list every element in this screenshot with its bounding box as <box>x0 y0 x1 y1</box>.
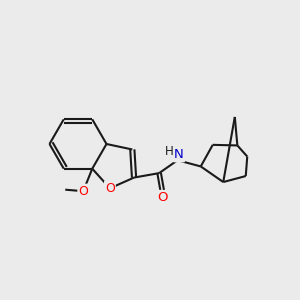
Text: N: N <box>174 148 184 161</box>
Text: O: O <box>105 182 115 195</box>
Text: O: O <box>158 191 168 204</box>
Text: H: H <box>165 145 174 158</box>
Text: O: O <box>78 185 88 198</box>
